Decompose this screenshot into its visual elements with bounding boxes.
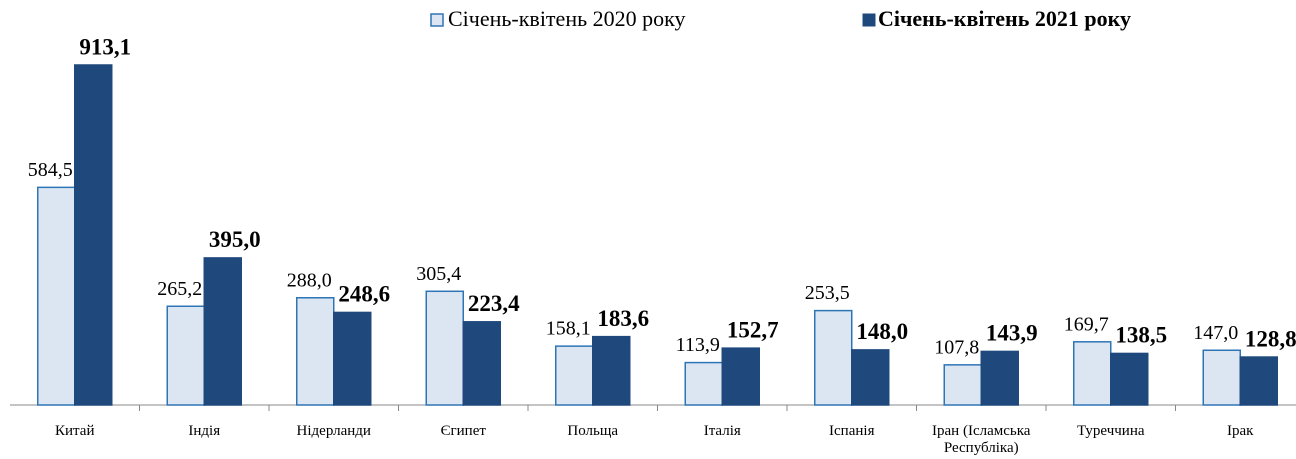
x-tick-label: Нідерланди <box>296 423 371 439</box>
x-tick-label: Китай <box>55 423 95 439</box>
data-label: 152,7 <box>727 317 779 342</box>
bar <box>851 349 890 406</box>
bar <box>203 257 242 406</box>
bar <box>37 186 76 406</box>
bar <box>1110 352 1149 406</box>
data-label: 183,6 <box>597 306 649 331</box>
data-label: 584,5 <box>28 159 73 181</box>
bar <box>462 321 501 406</box>
data-label: 143,9 <box>986 321 1038 346</box>
legend-swatch <box>430 13 444 27</box>
x-tick-label: Іран (Ісламська Республіка) <box>932 423 1031 456</box>
data-label: 395,0 <box>209 227 261 252</box>
x-tick-label: Ірак <box>1227 423 1254 439</box>
data-label: 147,0 <box>1193 322 1238 344</box>
bar <box>555 345 594 406</box>
data-label: 913,1 <box>79 34 131 59</box>
data-label: 253,5 <box>805 282 850 304</box>
data-label: 288,0 <box>287 269 332 291</box>
data-label: 265,2 <box>157 278 202 300</box>
x-tick-label: Італія <box>703 423 741 439</box>
bar <box>943 364 982 406</box>
bar <box>425 290 464 406</box>
x-tick-label: Польща <box>567 423 619 439</box>
data-label: 248,6 <box>338 282 390 307</box>
bar <box>1202 349 1241 406</box>
data-label: 107,8 <box>934 336 979 358</box>
data-label: 169,7 <box>1064 313 1109 335</box>
bar <box>980 350 1019 406</box>
bar <box>296 297 335 406</box>
legend-swatch <box>862 13 876 27</box>
data-label: 223,4 <box>468 291 520 316</box>
bar <box>166 305 205 406</box>
bar <box>74 64 113 406</box>
legend-label: Січень-квітень 2020 року <box>448 6 686 31</box>
data-label: 128,8 <box>1245 326 1296 351</box>
bar <box>1073 341 1112 406</box>
data-label: 113,9 <box>676 334 720 356</box>
data-label: 138,5 <box>1115 323 1167 348</box>
data-label: 305,4 <box>416 263 461 285</box>
legend-label: Січень-квітень 2021 року <box>878 6 1131 31</box>
data-label: 158,1 <box>546 318 591 340</box>
bar <box>1239 356 1278 406</box>
bar <box>684 361 723 406</box>
bar <box>814 309 853 406</box>
data-label: 148,0 <box>856 319 908 344</box>
x-tick-label: Єгипет <box>440 423 486 439</box>
x-tick-label: Індія <box>188 423 221 439</box>
x-tick-label: Туреччина <box>1077 423 1145 439</box>
bar <box>592 335 631 406</box>
x-tick-label: Іспанія <box>829 423 875 439</box>
bar <box>721 347 760 406</box>
bar <box>333 311 372 406</box>
